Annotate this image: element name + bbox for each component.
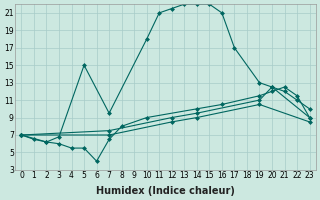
X-axis label: Humidex (Indice chaleur): Humidex (Indice chaleur)	[96, 186, 235, 196]
